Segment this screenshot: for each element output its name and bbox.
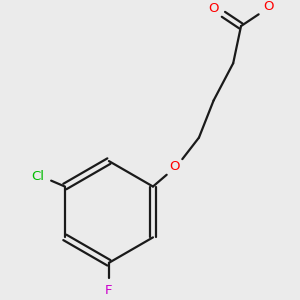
Text: O: O xyxy=(263,0,274,13)
Text: Cl: Cl xyxy=(31,170,44,183)
Text: O: O xyxy=(169,160,180,173)
Text: F: F xyxy=(105,284,113,297)
Text: O: O xyxy=(208,2,219,15)
